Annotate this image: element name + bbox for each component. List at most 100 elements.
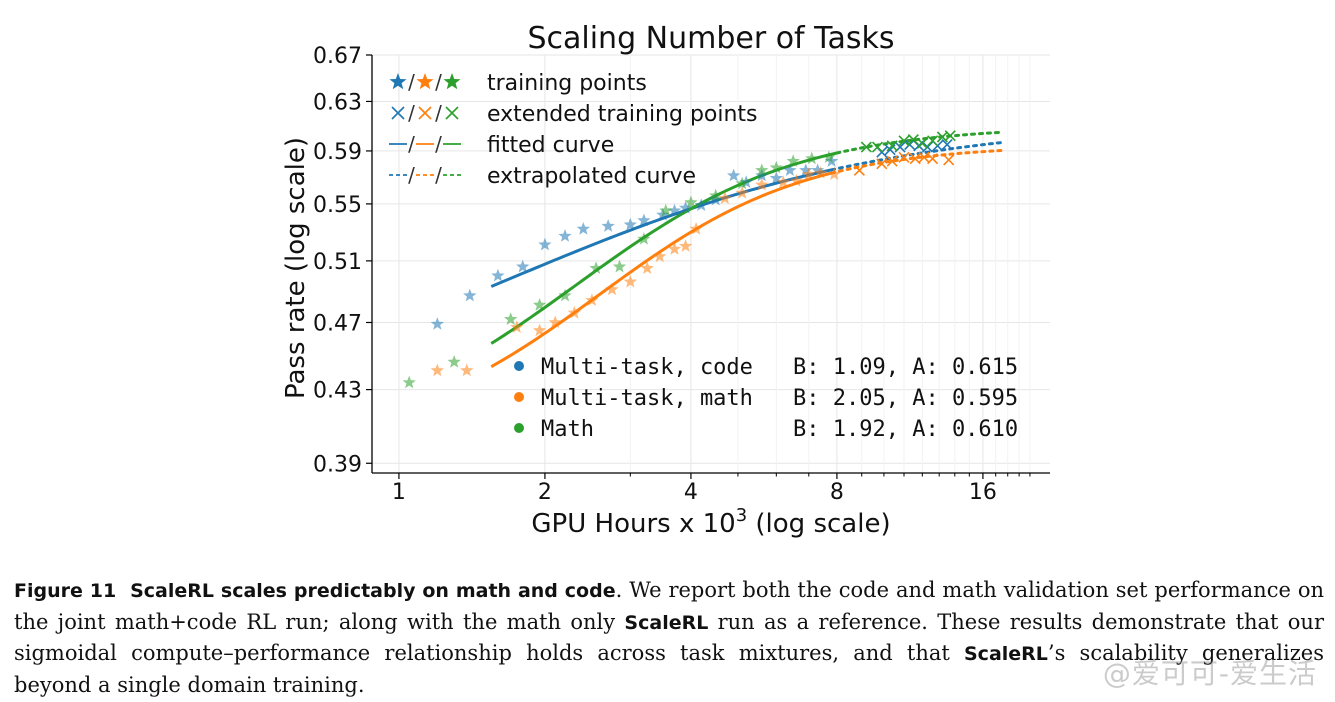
figure-caption: Figure 11 ScaleRL scales predictably on …: [14, 575, 1324, 700]
y-tick-label: 0.51: [313, 250, 362, 275]
y-tick-label: 0.67: [313, 44, 362, 69]
training-point-star: [755, 177, 769, 191]
extended-point-x: [904, 139, 916, 151]
y-tick-label: 0.63: [313, 90, 362, 115]
extended-point-x: [927, 153, 939, 165]
legend-separator: /: [435, 163, 442, 187]
training-point-star: [667, 203, 682, 217]
training-point-star: [802, 167, 816, 180]
series-legend-name: Multi-task, code: [541, 355, 753, 380]
training-point-star: [623, 274, 637, 288]
chart-title: Scaling Number of Tasks: [527, 21, 894, 56]
series-legend-params: B: 1.09, A: 0.615: [793, 355, 1018, 380]
x-axis-label: GPU Hours x 103 (log scale): [531, 505, 890, 539]
series-legend-dot: [514, 361, 524, 371]
training-point-star: [755, 168, 769, 182]
extended-point-x: [898, 151, 910, 163]
legend-separator: /: [408, 101, 415, 125]
training-point-star: [735, 176, 749, 190]
training-point-star: [769, 171, 783, 184]
legend-star-icon: [416, 73, 434, 90]
y-tick-label: 0.43: [313, 379, 362, 404]
watermark: @爱可可-爱生活: [1102, 657, 1317, 690]
training-point-star: [709, 192, 723, 206]
y-tick-label: 0.59: [313, 140, 362, 165]
x-tick-label: 2: [538, 480, 552, 505]
legend-label: training points: [487, 71, 647, 96]
training-point-star: [805, 151, 819, 165]
training-point-star: [538, 237, 552, 251]
training-point-star: [678, 201, 693, 214]
extended-point-x: [909, 153, 921, 165]
x-axis-label-main: GPU Hours x 10: [531, 509, 735, 539]
extended-point-x: [921, 141, 934, 153]
extended-point-x: [898, 135, 910, 147]
training-point-star: [516, 259, 530, 273]
training-point-star: [727, 168, 741, 182]
training-point-star: [640, 261, 654, 274]
legend-separator: /: [408, 163, 415, 187]
caption-bold-1: ScaleRL: [624, 611, 709, 634]
extended-point-x: [860, 141, 872, 153]
extended-point-x: [876, 158, 888, 170]
training-point-star: [689, 222, 703, 235]
x-tick-label: 8: [830, 480, 844, 505]
y-tick-label: 0.39: [313, 452, 362, 477]
caption-text-2: run as a reference. These results demons…: [14, 609, 1325, 666]
training-point-star: [786, 154, 800, 167]
training-point-star: [504, 312, 518, 325]
training-point-star: [776, 175, 790, 188]
extended-point-x: [916, 137, 928, 149]
training-point-star: [491, 268, 505, 282]
training-point-star: [532, 298, 547, 311]
legend-label: fitted curve: [487, 133, 614, 158]
series-legend-params: B: 2.05, A: 0.595: [793, 386, 1018, 411]
fitted-curve-2: [490, 151, 838, 345]
legend-separator: /: [435, 132, 442, 156]
legend-x-icon: [445, 106, 459, 120]
extended-point-x: [853, 164, 865, 176]
extended-point-x: [886, 155, 898, 167]
training-point-star: [637, 232, 651, 245]
training-point-star: [567, 305, 582, 319]
training-point-star: [735, 186, 749, 199]
y-tick-label: 0.47: [313, 311, 362, 336]
legend-separator: /: [408, 70, 415, 94]
training-point-star: [612, 259, 627, 273]
x-tick-label: 4: [684, 480, 698, 505]
training-point-star: [589, 261, 603, 274]
legend-separator: /: [435, 70, 442, 94]
x-tick-label: 1: [392, 480, 406, 505]
training-point-star: [755, 163, 769, 177]
legend-star-icon: [389, 73, 407, 90]
training-point-star: [548, 315, 562, 329]
training-point-star: [605, 282, 619, 296]
extended-point-x: [944, 130, 956, 142]
caption-text-3: ’s scalability generalizes beyond a sing…: [14, 641, 1324, 697]
legend-star-icon: [443, 73, 461, 90]
caption-title: ScaleRL scales predictably on math and c…: [130, 580, 616, 602]
extended-point-x: [871, 141, 884, 153]
extended-point-x: [907, 133, 919, 146]
extended-point-x: [927, 135, 939, 147]
training-point-star: [667, 242, 682, 255]
training-point-star: [813, 165, 828, 179]
training-point-star: [769, 160, 783, 174]
training-point-star: [678, 239, 693, 252]
y-tick-label: 0.55: [313, 193, 362, 218]
training-point-star: [653, 249, 667, 263]
legend-separator: /: [408, 132, 415, 156]
legend-x-icon: [391, 106, 405, 120]
training-point-star: [810, 163, 825, 177]
training-point-star: [460, 363, 474, 377]
training-point-star: [684, 195, 698, 209]
training-point-star: [659, 203, 673, 217]
training-point-star: [783, 163, 797, 177]
caption-label: Figure 11: [14, 580, 117, 602]
legend-separator: /: [435, 101, 442, 125]
fitted-curve-0: [490, 168, 832, 288]
extended-point-x: [886, 140, 898, 152]
training-point-star: [447, 355, 461, 368]
training-point-star: [637, 213, 651, 227]
training-point-star: [709, 188, 723, 202]
